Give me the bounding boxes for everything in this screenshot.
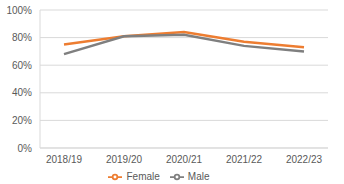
svg-text:2019/20: 2019/20	[106, 154, 143, 165]
svg-text:100%: 100%	[8, 5, 32, 16]
svg-text:60%: 60%	[12, 60, 32, 71]
svg-text:2018/19: 2018/19	[46, 154, 83, 165]
svg-text:2022/23: 2022/23	[286, 154, 323, 165]
svg-text:40%: 40%	[12, 87, 32, 98]
html-text:Female: Female	[126, 170, 160, 182]
html-text:Male: Male	[187, 170, 210, 182]
svg-text:2021/22: 2021/22	[226, 154, 263, 165]
svg-text:0%: 0%	[18, 143, 33, 154]
svg-text:80%: 80%	[12, 32, 32, 43]
svg-text:2020/21: 2020/21	[166, 154, 203, 165]
svg-text:20%: 20%	[12, 115, 32, 126]
